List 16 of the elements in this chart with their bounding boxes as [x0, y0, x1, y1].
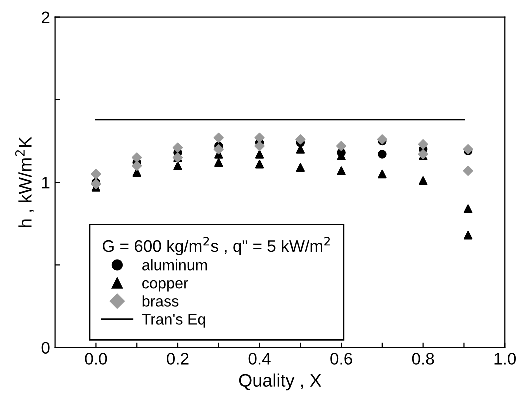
legend-title: G = 600 kg/m$^{2}$s , q" = 5 kW/m$^{2}$ [103, 237, 330, 256]
x-tick-label: 0.0 [85, 353, 108, 365]
legend-label: Tran's Eq [142, 314, 206, 328]
y-tick-label: 0 [42, 342, 50, 354]
x-tick-label: 0.6 [330, 353, 352, 365]
x-tick-label: 0.4 [248, 353, 271, 365]
y-tick-label: 2 [42, 12, 50, 24]
x-axis-title: Quality , X [239, 374, 322, 391]
x-tick-label: 0.2 [167, 353, 189, 365]
legend-label: aluminum [142, 260, 208, 271]
legend-label: brass [142, 296, 179, 307]
x-tick-label: 1.0 [494, 353, 516, 365]
y-tick-label: 1 [42, 177, 50, 189]
x-tick-label: 0.8 [412, 353, 434, 365]
y-axis-title: h , kW/m$^{2}$K [15, 136, 34, 228]
legend-label: copper [142, 280, 188, 292]
